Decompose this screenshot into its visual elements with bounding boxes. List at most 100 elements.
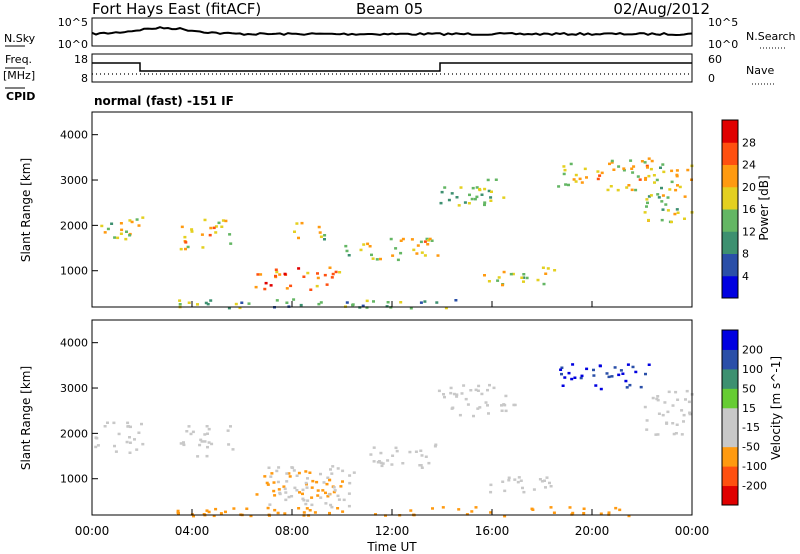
power-cell (285, 287, 289, 290)
power-cell (646, 166, 649, 169)
velocity-cell (332, 490, 336, 494)
power-cell (423, 240, 427, 243)
velocity-cell (224, 510, 227, 514)
velocity-cell (331, 465, 335, 468)
power-cell (489, 196, 493, 199)
power-cell (661, 194, 665, 197)
velocity-cell (292, 469, 296, 472)
velocity-cell (293, 486, 297, 490)
power-heatmap-cells (100, 157, 694, 310)
velocity-cell (179, 442, 183, 445)
power-cell (196, 303, 199, 306)
power-cell (447, 198, 451, 202)
velocity-cell (549, 485, 553, 488)
velocity-cell (329, 503, 333, 507)
power-ytick-label: 3000 (60, 174, 88, 187)
velocity-cell (273, 508, 277, 512)
power-cell (483, 203, 486, 207)
power-cell (630, 167, 634, 170)
velocity-cell (231, 448, 235, 451)
velocity-cell (342, 498, 346, 502)
power-cell (522, 273, 526, 276)
power-cell (425, 237, 429, 241)
power-cell (475, 195, 479, 199)
velocity-cell (333, 489, 337, 492)
power-colorbar-swatch (722, 253, 738, 277)
velocity-cell (645, 419, 649, 422)
velocity-cell (332, 486, 336, 489)
power-cell (201, 246, 205, 249)
power-colorbar-tick: 24 (742, 159, 756, 172)
velocity-cell (469, 389, 473, 392)
velocity-cell (205, 425, 209, 428)
power-cell (106, 227, 110, 231)
velocity-cell (198, 443, 202, 447)
power-cell (368, 245, 372, 248)
velocity-cell (667, 390, 671, 394)
velocity-colorbar-swatch (722, 407, 738, 428)
velocity-cell (266, 506, 270, 510)
velocity-cell (267, 466, 271, 469)
power-cell (274, 268, 278, 271)
power-cell (365, 299, 369, 303)
velocity-cell (585, 367, 589, 371)
velocity-cell (285, 480, 289, 483)
velocity-cell (472, 414, 475, 418)
power-cell (640, 160, 644, 163)
velocity-cell (117, 432, 121, 436)
power-cell (598, 174, 602, 177)
power-cell (135, 218, 139, 221)
velocity-cell (450, 407, 454, 410)
velocity-cell (504, 394, 508, 398)
nave-tick-top: 60 (708, 53, 722, 66)
power-cell (666, 196, 670, 199)
power-cell (204, 301, 208, 305)
velocity-cell (443, 395, 446, 399)
power-cell (541, 266, 545, 269)
velocity-cell (315, 480, 319, 484)
power-cell (670, 180, 674, 184)
power-cell (328, 266, 332, 269)
power-cell (483, 201, 487, 204)
power-cell (522, 280, 525, 283)
power-cell (644, 176, 648, 180)
velocity-cell (277, 466, 281, 469)
velocity-cell (285, 472, 289, 475)
noise-left-tick-bottom: 10^0 (58, 38, 88, 51)
velocity-cell (275, 469, 279, 473)
velocity-cell (571, 511, 575, 515)
power-cell (567, 183, 570, 187)
velocity-cell (685, 389, 689, 393)
power-cell (283, 272, 287, 276)
power-cell (666, 209, 670, 212)
velocity-cell (560, 366, 564, 369)
velocity-cell (337, 498, 341, 501)
power-cell (110, 222, 114, 225)
power-cell (627, 184, 631, 187)
power-colorbar-tick: 20 (742, 181, 756, 194)
power-cell (574, 173, 578, 177)
power-cell (141, 216, 145, 219)
velocity-cell (297, 507, 301, 510)
velocity-cell (656, 433, 660, 436)
power-cell (428, 237, 432, 241)
power-cell (683, 195, 687, 198)
velocity-cell (605, 372, 609, 375)
power-cell (675, 173, 679, 177)
velocity-cell (644, 372, 647, 376)
power-cell (295, 222, 299, 225)
power-y-axis-label: Slant Range [km] (19, 158, 33, 262)
velocity-cell (672, 432, 676, 436)
velocity-cell (272, 481, 276, 484)
power-cell (278, 273, 282, 276)
velocity-cell (675, 423, 679, 426)
power-cell (178, 299, 182, 302)
power-colorbar-swatch (722, 142, 738, 165)
power-cell (494, 178, 498, 181)
velocity-cell (372, 460, 376, 463)
velocity-cell (580, 374, 584, 378)
velocity-cell (594, 384, 598, 387)
power-cell (128, 219, 132, 222)
velocity-cell (571, 363, 575, 366)
velocity-cell (418, 464, 422, 467)
